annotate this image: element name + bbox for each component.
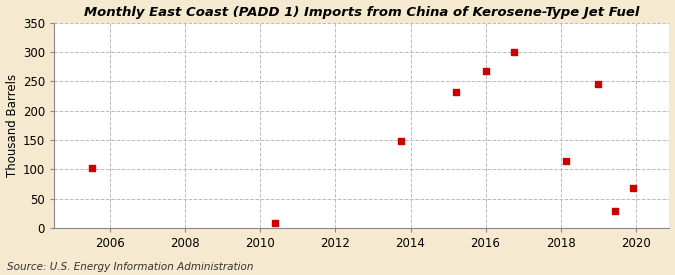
Point [561,159,572,163]
Point [610,208,620,213]
Title: Monthly East Coast (PADD 1) Imports from China of Kerosene-Type Jet Fuel: Monthly East Coast (PADD 1) Imports from… [84,6,639,18]
Text: Source: U.S. Energy Information Administration: Source: U.S. Energy Information Administ… [7,262,253,272]
Y-axis label: Thousand Barrels: Thousand Barrels [5,74,18,177]
Point [270,221,281,226]
Point [86,166,97,170]
Point [450,90,461,94]
Point [480,68,491,73]
Point [627,186,638,190]
Point [508,50,519,54]
Point [593,82,603,86]
Point [396,138,406,143]
